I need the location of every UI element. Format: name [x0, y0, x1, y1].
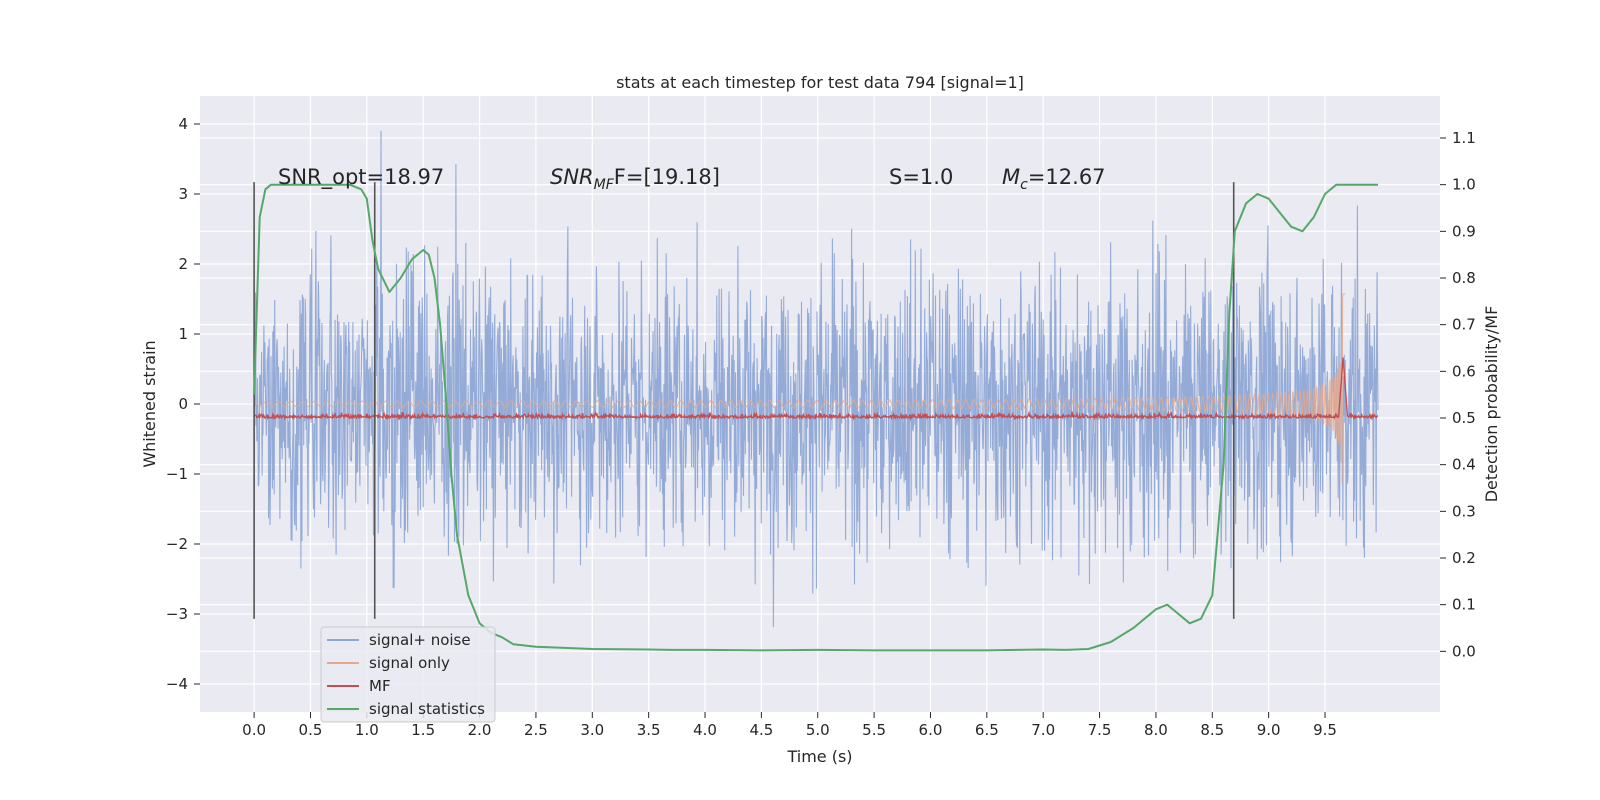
y2-tick-label: 0.4: [1452, 456, 1476, 474]
y2-tick-label: 0.7: [1452, 316, 1476, 334]
y2-tick-label: 0.9: [1452, 222, 1476, 240]
y-tick-label: −4: [166, 675, 188, 693]
chart-title: stats at each timestep for test data 794…: [616, 73, 1024, 92]
annotation-snr-opt: SNR_opt=18.97: [278, 165, 444, 190]
x-tick-label: 4.0: [693, 721, 717, 739]
y2-tick-label: 0.6: [1452, 362, 1476, 380]
series-signal-only: [254, 293, 1346, 484]
series-mf: [253, 357, 1378, 421]
x-tick-label: 3.5: [637, 721, 661, 739]
x-tick-label: 4.5: [749, 721, 773, 739]
annotation-snr-mf: SNRMFF=[19.18]: [550, 165, 720, 193]
y-tick-label: 4: [178, 115, 188, 133]
annotation-s: S=1.0: [889, 165, 953, 189]
x-tick-label: 6.0: [919, 721, 943, 739]
x-tick-label: 0.0: [242, 721, 266, 739]
x-tick-label: 1.0: [355, 721, 379, 739]
y-tick-label: 3: [178, 185, 188, 203]
x-tick-label: 7.5: [1088, 721, 1112, 739]
y2-tick-label: 0.5: [1452, 409, 1476, 427]
x-axis-label: Time (s): [786, 747, 852, 766]
y2-tick-label: 1.1: [1452, 129, 1476, 147]
y2-tick-label: 0.1: [1452, 596, 1476, 614]
legend-label-mf: MF: [369, 677, 391, 695]
x-tick-label: 8.0: [1144, 721, 1168, 739]
legend-label-signal-noise: signal+ noise: [369, 631, 471, 649]
y2-tick-label: 1.0: [1452, 176, 1476, 194]
y-axis-label: Whitened strain: [140, 340, 159, 467]
y2-tick-label: 0.2: [1452, 549, 1476, 567]
y-tick-label: 0: [178, 395, 188, 413]
y2-axis-label: Detection probability/MF: [1482, 306, 1501, 503]
x-tick-label: 9.5: [1313, 721, 1337, 739]
x-tick-label: 1.5: [411, 721, 435, 739]
y-tick-label: 1: [178, 325, 188, 343]
annotation-mc: Mc=12.67: [1002, 165, 1106, 193]
legend-label-signal-only: signal only: [369, 654, 450, 672]
x-tick-label: 2.0: [468, 721, 492, 739]
y-tick-label: −1: [166, 465, 188, 483]
x-tick-label: 5.5: [862, 721, 886, 739]
plot-area: [253, 130, 1379, 652]
series-signal-statistics: [253, 183, 1378, 652]
y-tick-label: −3: [166, 605, 188, 623]
x-tick-label: 0.5: [299, 721, 323, 739]
x-tick-label: 6.5: [975, 721, 999, 739]
x-tick-label: 8.5: [1200, 721, 1224, 739]
y-tick-label: 2: [178, 255, 188, 273]
legend-box: [320, 626, 496, 723]
x-tick-label: 2.5: [524, 721, 548, 739]
axis-ticks: 0.0 0.5 1.0 1.5 2.0 2.5 3.0 3.5 4.0 4.5 5.0 5.5 6.0 6…: [166, 115, 1476, 739]
y-tick-label: −2: [166, 535, 188, 553]
y2-tick-label: 0.0: [1452, 642, 1476, 660]
y2-tick-label: 0.8: [1452, 269, 1476, 287]
x-tick-label: 5.0: [806, 721, 830, 739]
x-tick-label: 9.0: [1257, 721, 1281, 739]
x-tick-label: 7.0: [1031, 721, 1055, 739]
x-tick-label: 3.0: [580, 721, 604, 739]
legend-label-signal-statistics: signal statistics: [369, 700, 485, 718]
y2-tick-label: 0.3: [1452, 502, 1476, 520]
annotations: SNR_opt=18.97 SNRMFF=[19.18] S=1.0 Mc=12…: [278, 165, 1106, 193]
legend: signal+ noise signal only MF signal stat…: [320, 626, 496, 723]
